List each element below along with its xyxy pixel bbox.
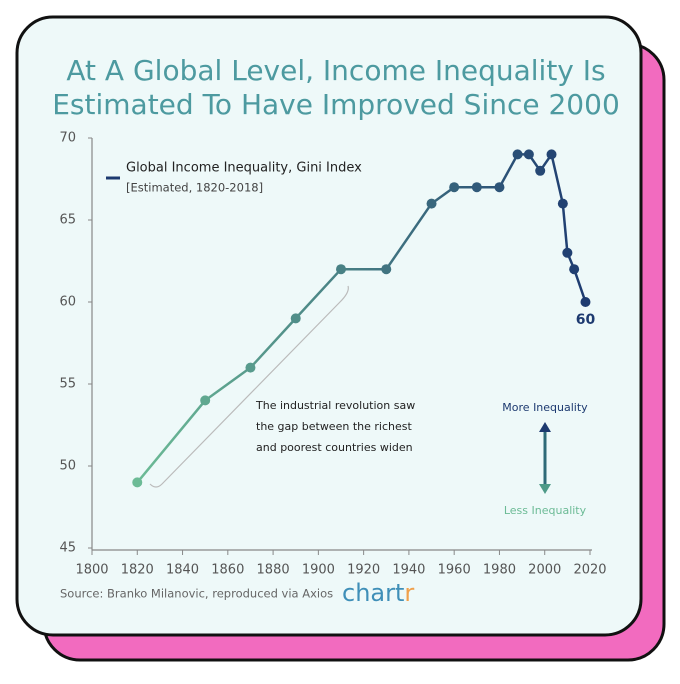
y-tick-label: 70 [59, 131, 76, 146]
source: Source: Branko Milanovic, reproduced via… [60, 587, 333, 601]
data-point [336, 264, 346, 275]
annotation-bracket [149, 285, 349, 488]
logo: chartr [342, 579, 414, 607]
x-tick-label: 1880 [257, 563, 290, 578]
data-point [381, 264, 392, 275]
arrow-head [539, 484, 551, 494]
data-point [546, 149, 557, 160]
x-tick-label: 1960 [438, 563, 471, 578]
data-point [535, 165, 546, 176]
arrow-label-top: More Inequality [502, 401, 588, 414]
x-tick-label: 2000 [528, 563, 561, 578]
data-point [569, 264, 580, 275]
arrow-label-bottom: Less Inequality [504, 504, 587, 517]
card [15, 15, 643, 637]
y-tick-label: 45 [59, 541, 76, 556]
data-point [523, 149, 534, 160]
data-point [426, 198, 437, 209]
x-tick-label: 1980 [483, 563, 516, 578]
data-point [494, 182, 505, 193]
legend-title: Global Income Inequality, Gini Index [126, 161, 362, 176]
data-point [245, 362, 256, 373]
data-point [200, 395, 211, 406]
data-point [290, 313, 301, 324]
data-point [562, 247, 573, 258]
x-tick-label: 2020 [573, 563, 606, 578]
x-tick-label: 1920 [347, 563, 380, 578]
y-tick-label: 60 [59, 295, 76, 310]
data-line [136, 151, 587, 484]
x-tick-label: 1860 [211, 563, 244, 578]
data-point [580, 297, 591, 307]
arrow-head [539, 422, 551, 432]
data-point [557, 198, 568, 209]
x-tick-label: 1900 [302, 563, 335, 578]
y-tick-label: 55 [59, 377, 76, 392]
title-line: Estimated To Have Improved Since 2000 [52, 88, 620, 121]
annotation: and poorest countries widen [256, 441, 413, 454]
logo-main: chart [342, 579, 404, 607]
data-point [132, 477, 143, 488]
title-line: At A Global Level, Income Inequality Is [66, 54, 605, 87]
data-point [449, 182, 460, 193]
data-point [471, 182, 482, 193]
annotation: The industrial revolution saw [255, 399, 415, 412]
x-tick-label: 1800 [75, 563, 108, 578]
y-tick-label: 65 [59, 213, 76, 228]
data-point [512, 149, 523, 160]
x-tick-label: 1840 [166, 563, 199, 578]
x-tick-label: 1940 [392, 563, 425, 578]
data-label: 60 [576, 312, 596, 328]
annotation: the gap between the richest [256, 420, 412, 433]
x-tick-label: 1820 [121, 563, 154, 578]
legend-subtitle: [Estimated, 1820-2018] [126, 181, 263, 195]
y-tick-label: 50 [59, 459, 76, 474]
logo-accent: r [404, 579, 414, 607]
